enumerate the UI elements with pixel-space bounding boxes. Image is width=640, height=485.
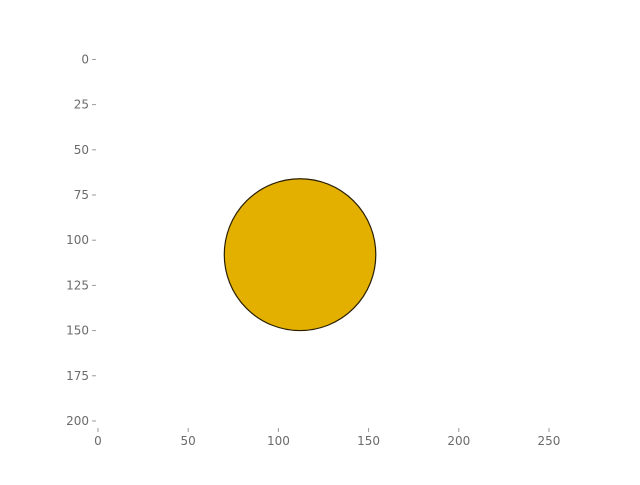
x-tick-label-5: 250 [538, 434, 561, 448]
y-tick-label-7: 175 [66, 369, 89, 383]
y-tick-label-4: 100 [66, 233, 89, 247]
y-tick-label-3: 75 [74, 188, 89, 202]
y-tick-label-6: 150 [66, 324, 89, 338]
circle-shape-0 [223, 178, 377, 332]
plot-area [223, 178, 377, 332]
x-tick-label-4: 200 [447, 434, 470, 448]
x-tick-label-1: 50 [181, 434, 196, 448]
y-tick-label-8: 200 [66, 414, 89, 428]
y-tick-label-0: 0 [81, 52, 89, 66]
y-tick-label-5: 125 [66, 278, 89, 292]
x-tick-label-3: 150 [357, 434, 380, 448]
y-tick-label-1: 25 [74, 98, 89, 112]
x-axis: 0 50 100 150 200 250 [94, 428, 560, 448]
y-axis: 0 25 50 75 100 125 150 175 200 [66, 52, 96, 428]
x-tick-label-2: 100 [267, 434, 290, 448]
x-tick-label-0: 0 [94, 434, 102, 448]
y-tick-label-2: 50 [74, 143, 89, 157]
